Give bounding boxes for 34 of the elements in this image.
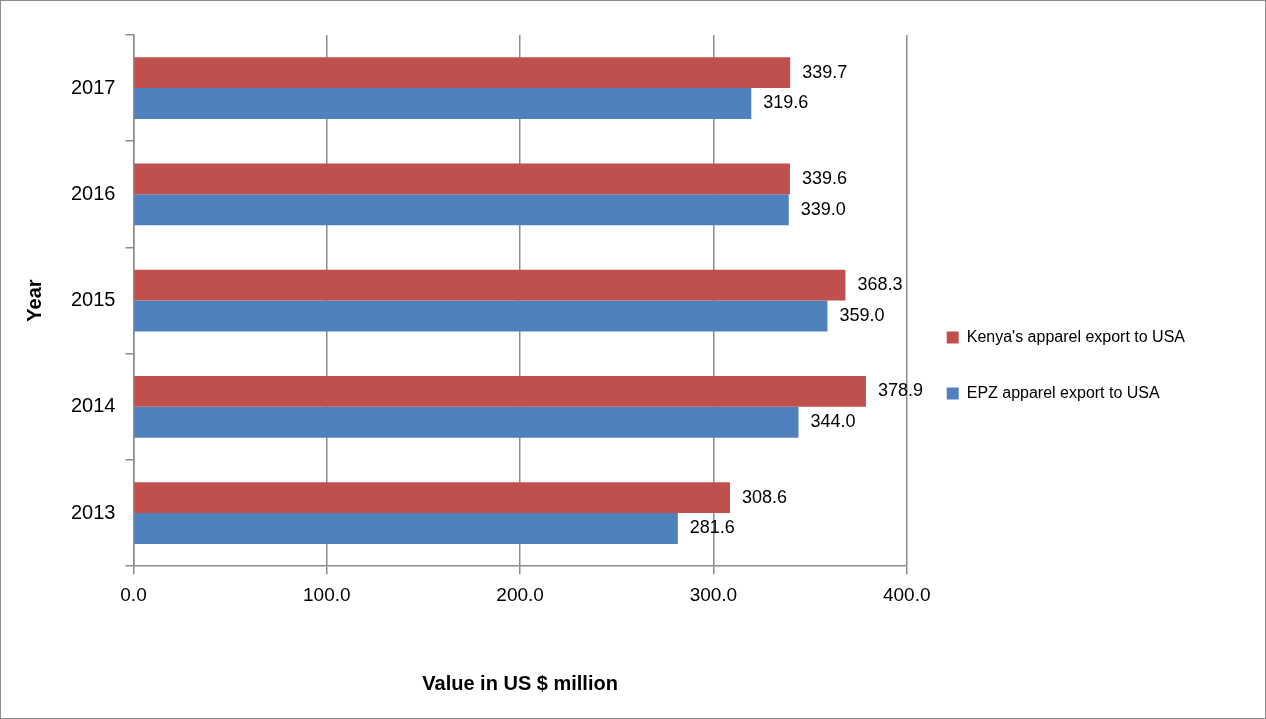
x-tick-label: 400.0 — [882, 583, 931, 605]
x-axis-title: Value in US $ million — [422, 671, 618, 694]
y-axis-title: Year — [22, 279, 45, 322]
bar — [134, 300, 828, 332]
y-tick-label: 2014 — [70, 394, 116, 417]
data-label: 339.0 — [800, 198, 846, 219]
y-tick-label: 2017 — [70, 75, 116, 98]
data-label: 339.6 — [801, 167, 847, 188]
bar — [134, 376, 866, 407]
bar — [134, 482, 731, 514]
x-tick-label: 200.0 — [496, 583, 544, 605]
bar — [134, 57, 791, 89]
data-label: 281.6 — [689, 517, 735, 538]
x-tick-label: 100.0 — [303, 583, 351, 605]
bar — [134, 194, 789, 226]
data-label: 359.0 — [839, 304, 885, 325]
data-label: 344.0 — [810, 411, 856, 432]
y-tick-label: 2016 — [70, 181, 116, 204]
y-tick-label: 2013 — [70, 500, 116, 523]
data-label: 378.9 — [877, 380, 923, 401]
data-label: 368.3 — [857, 274, 903, 295]
x-tick-label: 0.0 — [120, 583, 147, 605]
legend-label: EPZ apparel export to USA — [966, 383, 1161, 401]
bar — [134, 513, 678, 544]
bar — [134, 269, 846, 301]
y-tick-label: 2015 — [70, 288, 116, 311]
data-label: 308.6 — [742, 486, 788, 507]
data-label: 339.7 — [802, 61, 848, 82]
bar — [134, 88, 752, 119]
x-tick-label: 300.0 — [689, 583, 738, 605]
data-label: 319.6 — [763, 92, 809, 113]
legend-label: Kenya's apparel export to USA — [966, 327, 1186, 345]
bar — [134, 163, 790, 195]
bar — [134, 406, 799, 438]
